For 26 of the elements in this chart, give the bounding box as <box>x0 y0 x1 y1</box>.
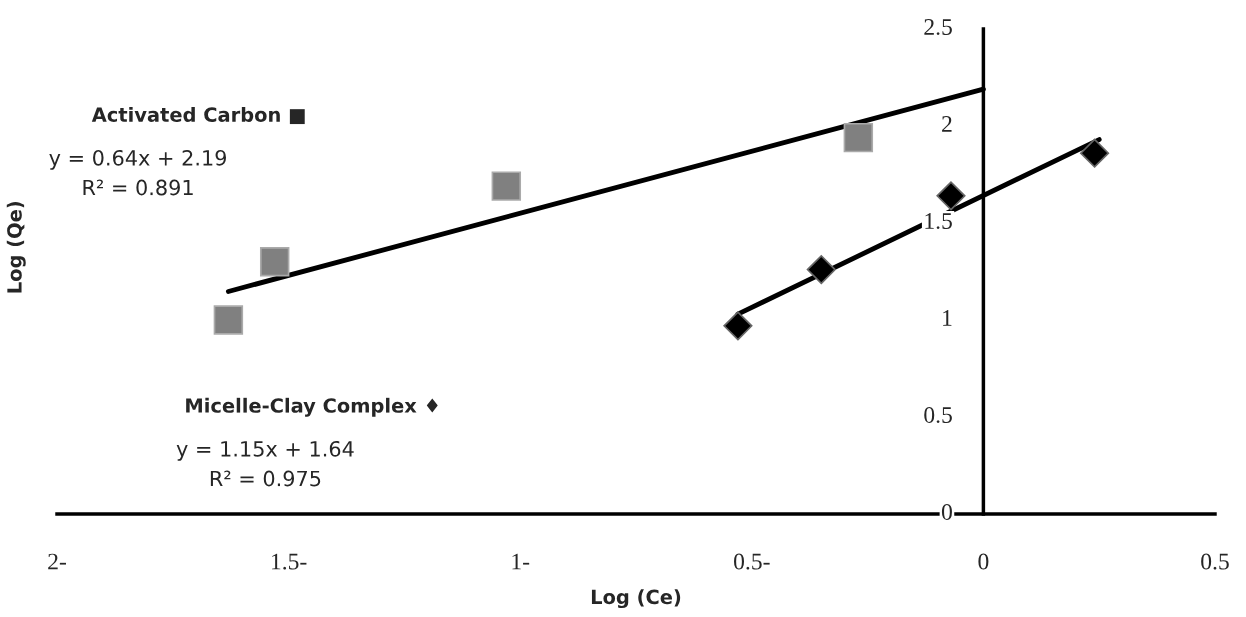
y-tick-label: 0 <box>941 503 952 520</box>
x-tick-label: 0.5- <box>734 553 770 570</box>
x-tick-label: 0.5 <box>1201 553 1229 570</box>
point <box>1079 138 1110 168</box>
annotation: y = 1.15x + 1.64 R² = 0.975 <box>176 440 354 487</box>
annotation: Micelle-Clay Complex ♦ <box>186 397 438 417</box>
x-axis-title: Log (Ce) <box>591 589 681 609</box>
annotation: y = 0.64x + 2.19 R² = 0.891 <box>49 149 227 196</box>
point <box>843 122 874 153</box>
x-tick-label: 2- <box>48 553 66 570</box>
x-tick-label: 1.5- <box>271 553 307 570</box>
y-tick-label: 2 <box>942 116 952 132</box>
point <box>806 254 836 285</box>
y-tick-label: 2.5 <box>924 19 952 36</box>
point <box>491 171 522 201</box>
y-tick-label: 1.5 <box>925 213 952 230</box>
y-axis-title: Log (Qe) <box>6 201 26 293</box>
y-tick-label: 1 <box>943 310 952 326</box>
y-tick-label: 0.5 <box>924 406 952 424</box>
x-tick-label: 1- <box>512 553 530 570</box>
point <box>213 305 244 335</box>
point <box>936 181 966 211</box>
point <box>259 247 290 277</box>
point <box>723 311 753 341</box>
annotation: Activated Carbon ■ <box>91 106 305 125</box>
x-tick-label: 0 <box>978 553 989 570</box>
